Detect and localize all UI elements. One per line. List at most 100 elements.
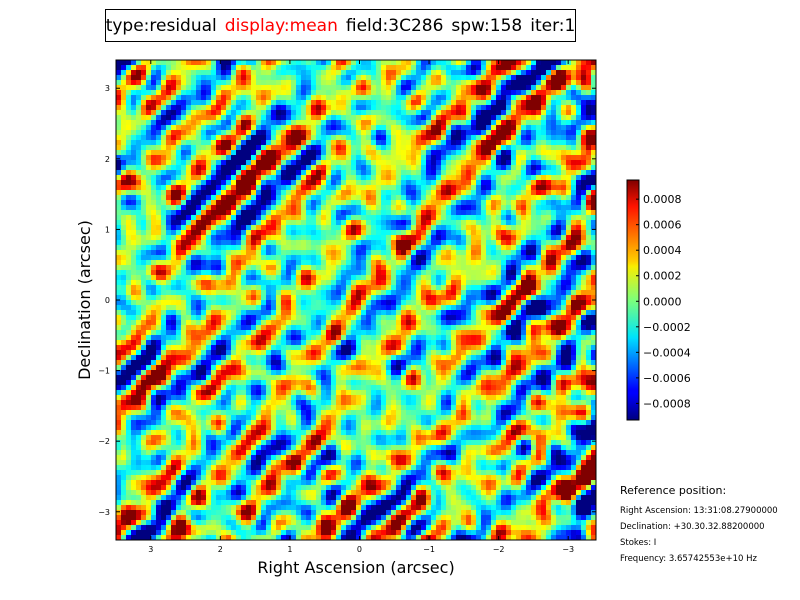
- heatmap-cell: [506, 150, 512, 156]
- heatmap-cell: [481, 285, 487, 291]
- heatmap-cell: [281, 245, 287, 251]
- heatmap-cell: [316, 200, 322, 206]
- heatmap-cell: [241, 105, 247, 111]
- heatmap-cell: [271, 280, 277, 286]
- heatmap-cell: [321, 145, 327, 151]
- heatmap-cell: [141, 280, 147, 286]
- heatmap-cell: [506, 170, 512, 176]
- heatmap-cell: [336, 90, 342, 96]
- heatmap-cell: [286, 245, 292, 251]
- heatmap-cell: [516, 100, 522, 106]
- heatmap-cell: [286, 195, 292, 201]
- heatmap-cell: [521, 295, 527, 301]
- heatmap-cell: [126, 180, 132, 186]
- heatmap-cell: [281, 85, 287, 91]
- heatmap-cell: [421, 205, 427, 211]
- heatmap-cell: [566, 175, 572, 181]
- heatmap-cell: [176, 140, 182, 146]
- heatmap-cell: [326, 295, 332, 301]
- heatmap-cell: [346, 130, 352, 136]
- heatmap-cell: [136, 100, 142, 106]
- heatmap-cell: [131, 60, 137, 66]
- heatmap-cell: [271, 165, 277, 171]
- heatmap-cell: [391, 280, 397, 286]
- heatmap-cell: [466, 270, 472, 276]
- heatmap-cell: [156, 255, 162, 261]
- heatmap-cell: [356, 295, 362, 301]
- heatmap-cell: [346, 300, 352, 306]
- heatmap-cell: [271, 185, 277, 191]
- heatmap-cell: [281, 230, 287, 236]
- heatmap-cell: [456, 275, 462, 281]
- heatmap-cell: [346, 295, 352, 301]
- heatmap-cell: [341, 150, 347, 156]
- heatmap-cell: [146, 195, 152, 201]
- heatmap-cell: [346, 210, 352, 216]
- heatmap-cell: [326, 185, 332, 191]
- heatmap-cell: [231, 230, 237, 236]
- heatmap-cell: [251, 120, 257, 126]
- heatmap-cell: [211, 255, 217, 261]
- heatmap-cell: [366, 185, 372, 191]
- heatmap-cell: [321, 245, 327, 251]
- heatmap-cell: [371, 180, 377, 186]
- heatmap-cell: [571, 295, 577, 301]
- heatmap-cell: [421, 95, 427, 101]
- heatmap-cell: [451, 110, 457, 116]
- heatmap-cell: [266, 255, 272, 261]
- heatmap-cell: [116, 145, 122, 151]
- heatmap-cell: [591, 210, 597, 216]
- heatmap-cell: [226, 125, 232, 131]
- heatmap-cell: [381, 65, 387, 71]
- heatmap-cell: [491, 80, 497, 86]
- heatmap-cell: [541, 280, 547, 286]
- heatmap-cell: [426, 310, 432, 316]
- heatmap-cell: [246, 230, 252, 236]
- heatmap-cell: [336, 170, 342, 176]
- heatmap-cell: [511, 200, 517, 206]
- heatmap-cell: [211, 300, 217, 306]
- heatmap-cell: [316, 110, 322, 116]
- heatmap-cell: [251, 205, 257, 211]
- heatmap-cell: [261, 155, 267, 161]
- heatmap-cell: [441, 70, 447, 76]
- heatmap-cell: [551, 285, 557, 291]
- heatmap-cell: [546, 125, 552, 131]
- heatmap-cell: [326, 150, 332, 156]
- heatmap-cell: [206, 250, 212, 256]
- heatmap-cell: [371, 230, 377, 236]
- heatmap-cell: [516, 115, 522, 121]
- heatmap-cell: [226, 285, 232, 291]
- heatmap-cell: [541, 140, 547, 146]
- heatmap-cell: [126, 280, 132, 286]
- heatmap-cell: [226, 200, 232, 206]
- heatmap-cell: [121, 130, 127, 136]
- heatmap-cell: [271, 310, 277, 316]
- heatmap-cell: [376, 85, 382, 91]
- heatmap-cell: [306, 285, 312, 291]
- heatmap-cell: [506, 135, 512, 141]
- heatmap-cell: [251, 285, 257, 291]
- heatmap-cell: [156, 80, 162, 86]
- heatmap-cell: [126, 125, 132, 131]
- heatmap-cell: [341, 60, 347, 66]
- heatmap-cell: [171, 85, 177, 91]
- heatmap-cell: [551, 155, 557, 161]
- heatmap-cell: [546, 135, 552, 141]
- heatmap-cell: [311, 200, 317, 206]
- heatmap-cell: [291, 290, 297, 296]
- heatmap-cell: [346, 160, 352, 166]
- heatmap-cell: [351, 90, 357, 96]
- heatmap-cell: [496, 70, 502, 76]
- heatmap-cell: [331, 285, 337, 291]
- heatmap-cell: [471, 75, 477, 81]
- heatmap-cell: [201, 280, 207, 286]
- heatmap-cell: [401, 170, 407, 176]
- heatmap-cell: [141, 170, 147, 176]
- heatmap-cell: [461, 135, 467, 141]
- heatmap-cell: [551, 120, 557, 126]
- heatmap-cell: [341, 65, 347, 71]
- heatmap-cell: [481, 260, 487, 266]
- heatmap-cell: [411, 275, 417, 281]
- heatmap-cell: [331, 185, 337, 191]
